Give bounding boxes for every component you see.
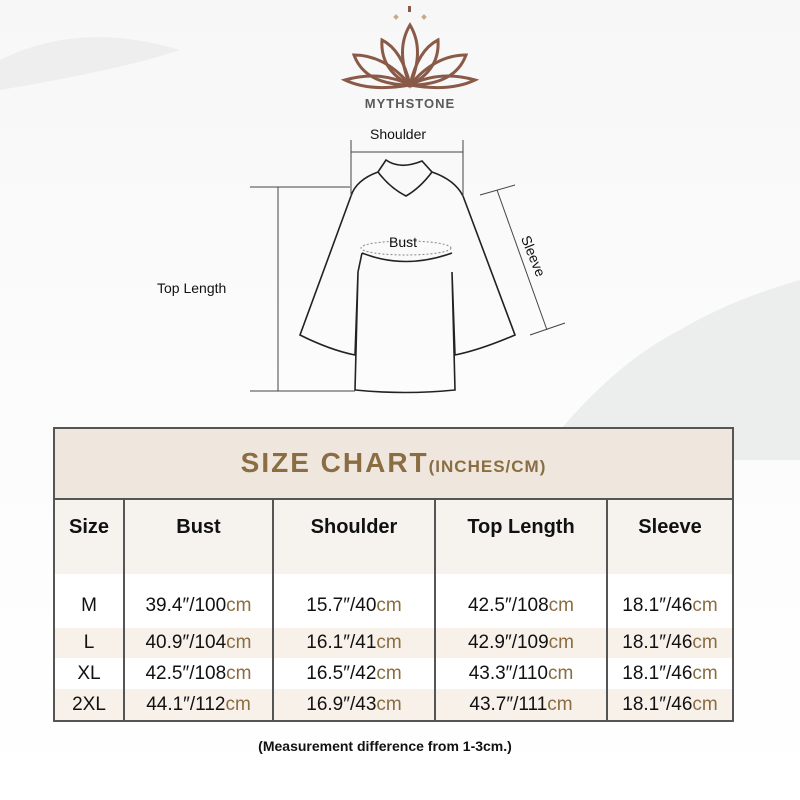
bust-cell: 44.1″/112cm [123, 689, 273, 721]
unit-label: cm [547, 662, 574, 684]
brand-name: MYTHSTONE [364, 96, 456, 111]
cell-value: 42.5″/108 [145, 662, 227, 684]
header-top-length: Top Length [434, 498, 607, 574]
sleeve-cell: 18.1″/46cm [606, 658, 733, 690]
cell-value: 2XL [72, 693, 106, 715]
cell-value: 44.1″/112 [146, 693, 226, 715]
header-bust: Bust [123, 498, 273, 574]
cell-value: L [83, 632, 95, 654]
header-shoulder: Shoulder [272, 498, 435, 574]
unit-label: cm [376, 662, 402, 684]
title-main: SIZE CHART [240, 447, 429, 479]
unit-label: cm [692, 632, 718, 654]
unit-label: cm [226, 662, 252, 684]
table-title: SIZE CHART(INCHES/CM) [54, 428, 733, 500]
unit-label: cm [547, 693, 573, 715]
unit-label: cm [376, 594, 402, 616]
shoulder-cell: 16.5″/42cm [272, 658, 435, 690]
title-units: (INCHES/CM) [428, 457, 547, 477]
cell-value: 40.9″/104 [145, 632, 227, 654]
cell-value: 42.5″/108 [467, 594, 549, 616]
bust-label: Bust [389, 234, 418, 250]
cell-value: 16.9″/43 [306, 693, 377, 715]
cell-value: 18.1″/46 [622, 632, 693, 654]
cell-value: 42.9″/109 [467, 632, 549, 654]
unit-label: cm [692, 662, 718, 684]
top-length-cell: 42.5″/108cm [434, 573, 607, 628]
cell-value: 39.4″/100 [145, 594, 227, 616]
sleeve-cell: 18.1″/46cm [606, 573, 733, 628]
shoulder-cell: 16.9″/43cm [272, 689, 435, 721]
top-length-cell: 43.3″/110cm [434, 658, 607, 690]
sleeve-cell: 18.1″/46cm [606, 689, 733, 721]
cell-value: XL [77, 662, 101, 684]
cell-value: 18.1″/46 [622, 693, 693, 715]
cell-value: 43.3″/110 [468, 662, 548, 684]
size-cell: XL [54, 658, 124, 690]
bust-cell: 40.9″/104cm [123, 627, 273, 659]
table-row: 2XL 44.1″/112cm 16.9″/43cm 43.7″/111cm 18.1″… [54, 689, 733, 721]
unit-label: cm [225, 693, 251, 715]
unit-label: cm [226, 632, 252, 654]
header-size: Size [54, 498, 124, 574]
cell-value: 15.7″/40 [306, 594, 377, 616]
shoulder-label: Shoulder [370, 126, 427, 142]
unit-label: cm [548, 632, 574, 654]
unit-label: cm [376, 693, 402, 715]
size-cell: M [54, 573, 124, 628]
shirt-diagram [250, 140, 566, 394]
shoulder-cell: 16.1″/41cm [272, 627, 435, 659]
bust-cell: 42.5″/108cm [123, 658, 273, 690]
bust-cell: 39.4″/100cm [123, 573, 273, 628]
sleeve-cell: 18.1″/46cm [606, 627, 733, 659]
cell-value: M [81, 594, 97, 616]
size-chart-table: SIZE CHART(INCHES/CM) Size Bust Shoulder… [53, 427, 734, 722]
unit-label: cm [692, 594, 718, 616]
top-length-cell: 43.7″/111cm [434, 689, 607, 721]
table-row: M 39.4″/100cm 15.7″/40cm 42.5″/108cm 18.1″/4… [54, 573, 733, 628]
cell-value: 18.1″/46 [622, 594, 693, 616]
shoulder-cell: 15.7″/40cm [272, 573, 435, 628]
cell-value: 18.1″/46 [622, 662, 693, 684]
unit-label: cm [376, 632, 402, 654]
size-cell: 2XL [54, 689, 124, 721]
lotus-icon [340, 6, 480, 90]
cell-value: 16.1″/41 [306, 632, 377, 654]
cell-value: 43.7″/111 [469, 693, 548, 715]
unit-label: cm [548, 594, 574, 616]
cell-value: 16.5″/42 [306, 662, 377, 684]
header-sleeve: Sleeve [606, 498, 733, 574]
top-length-label: Top Length [157, 280, 227, 296]
header-row: Size Bust Shoulder Top Length Sleeve [54, 498, 733, 574]
table-row: XL 42.5″/108cm 16.5″/42cm 43.3″/110cm 18.1″/… [54, 658, 733, 690]
unit-label: cm [226, 594, 252, 616]
top-length-cell: 42.9″/109cm [434, 627, 607, 659]
size-cell: L [54, 627, 124, 659]
unit-label: cm [692, 693, 718, 715]
table-row: L 40.9″/104cm 16.1″/41cm 42.9″/109cm 18.1″/4… [54, 627, 733, 659]
measurement-note: (Measurement difference from 1-3cm.) [258, 738, 512, 754]
